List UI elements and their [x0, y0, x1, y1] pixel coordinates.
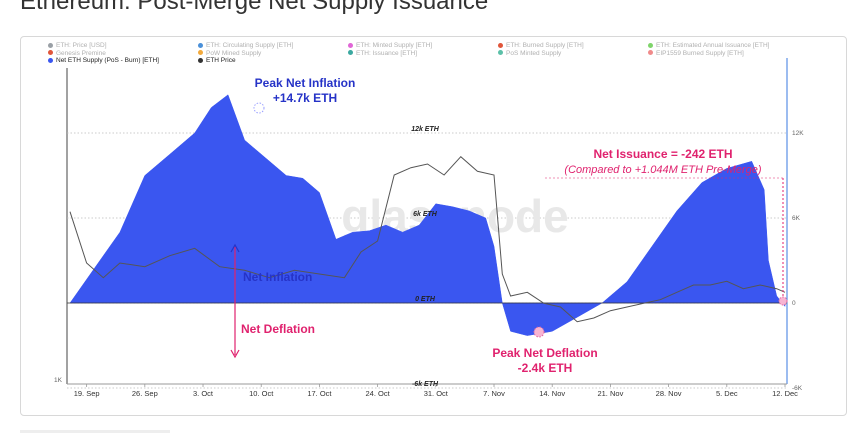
legend-label: PoW Mined Supply: [206, 49, 262, 57]
x-tick-label: 12. Dec: [772, 389, 798, 398]
y-tick-label-center: 0 ETH: [415, 296, 436, 303]
down-arrow-icon: [230, 349, 240, 359]
legend-dot-icon: [648, 50, 653, 56]
peak-inflation-value: +14.7k ETH: [273, 91, 337, 105]
legend-label: EIP1559 Burned Supply [ETH]: [656, 49, 744, 57]
x-tick-label: 17. Oct: [307, 389, 332, 398]
legend-label: Net ETH Supply (PoS - Burn) [ETH]: [56, 57, 159, 64]
legend-item[interactable]: Genesis Premine: [48, 50, 106, 57]
legend-item[interactable]: ETH: Burned Supply [ETH]: [498, 42, 584, 49]
legend-label: PoS Minted Supply: [506, 49, 562, 57]
legend-item[interactable]: EIP1559 Burned Supply [ETH]: [648, 50, 744, 57]
legend-item[interactable]: ETH: Estimated Annual Issuance [ETH]: [648, 42, 769, 49]
y-tick-label-right: 0: [792, 300, 796, 307]
x-tick-label: 7. Nov: [483, 389, 505, 398]
x-tick-label: 26. Sep: [132, 389, 158, 398]
x-tick-label: 21. Nov: [597, 389, 623, 398]
legend-dot-icon: [648, 42, 653, 48]
footer-bar: [20, 430, 170, 433]
y-tick-label-right: 6K: [792, 215, 801, 222]
x-tick-label: 28. Nov: [656, 389, 682, 398]
peak-inflation-marker: [253, 102, 265, 114]
legend-label: ETH: Minted Supply [ETH]: [356, 42, 433, 49]
legend-dot-icon: [48, 57, 53, 63]
x-tick-label: 19. Sep: [74, 389, 100, 398]
legend-item[interactable]: ETH Price: [198, 57, 236, 64]
x-tick-label: 3. Oct: [193, 389, 214, 398]
legend-label: ETH: Estimated Annual Issuance [ETH]: [656, 42, 770, 49]
legend-label: ETH: Issuance [ETH]: [356, 49, 418, 57]
legend-item[interactable]: PoS Minted Supply: [498, 50, 561, 57]
legend-dot-icon: [348, 42, 353, 48]
legend-dot-icon: [198, 57, 203, 63]
x-tick-label: 10. Oct: [249, 389, 274, 398]
legend-label: Genesis Premine: [56, 49, 106, 57]
legend-item[interactable]: ETH: Issuance [ETH]: [348, 50, 417, 57]
legend-item[interactable]: ETH: Price [USD]: [48, 42, 107, 49]
legend-label: ETH: Circulating Supply [ETH]: [206, 42, 294, 49]
peak-deflation-value: -2.4k ETH: [518, 361, 573, 375]
legend-item[interactable]: ETH: Minted Supply [ETH]: [348, 42, 432, 49]
net-issuance-subtitle: (Compared to +1.044M ETH Pre-Merge): [564, 164, 761, 176]
up-arrow-icon: [230, 243, 240, 253]
net-deflation-label: Net Deflation: [241, 322, 315, 336]
chart-legend: ETH: Price [USD] ETH: Circulating Supply …: [48, 42, 838, 72]
legend-label: ETH Price: [206, 57, 236, 64]
x-tick-label: 5. Dec: [716, 389, 738, 398]
x-tick-label: 14. Nov: [539, 389, 565, 398]
page-title: Ethereum: Post-Merge Net Supply Issuance: [20, 0, 489, 15]
net-supply-area: [69, 94, 786, 336]
legend-label: ETH: Price [USD]: [56, 42, 107, 49]
y-tick-label-right: 12K: [792, 130, 804, 137]
net-inflation-label: Net Inflation: [243, 270, 312, 284]
legend-dot-icon: [498, 50, 503, 56]
legend-dot-icon: [198, 50, 203, 56]
peak-inflation-title: Peak Net Inflation: [255, 76, 356, 90]
x-tick-label: 24. Oct: [366, 389, 391, 398]
legend-label: ETH: Burned Supply [ETH]: [506, 42, 584, 49]
legend-item[interactable]: PoW Mined Supply: [198, 50, 261, 57]
price-line: [69, 156, 786, 323]
y-tick-label-left: 1K: [54, 377, 63, 384]
peak-deflation-marker: [533, 326, 545, 338]
current-issuance-marker: [778, 296, 788, 306]
x-tick-label: 31. Oct: [424, 389, 449, 398]
legend-item[interactable]: ETH: Circulating Supply [ETH]: [198, 42, 293, 49]
legend-dot-icon: [48, 42, 53, 48]
legend-dot-icon: [48, 50, 53, 56]
legend-item[interactable]: Net ETH Supply (PoS - Burn) [ETH]: [48, 57, 159, 64]
peak-deflation-title: Peak Net Deflation: [492, 346, 597, 360]
legend-dot-icon: [348, 50, 353, 56]
y-tick-label-right: -6K: [792, 385, 803, 392]
legend-dot-icon: [198, 42, 203, 48]
y-tick-label-center: -6k ETH: [412, 381, 439, 388]
y-tick-label-center: 12k ETH: [411, 126, 440, 133]
y-tick-label-center: 6k ETH: [413, 211, 438, 218]
legend-dot-icon: [498, 42, 503, 48]
net-issuance-title: Net Issuance = -242 ETH: [593, 147, 732, 161]
